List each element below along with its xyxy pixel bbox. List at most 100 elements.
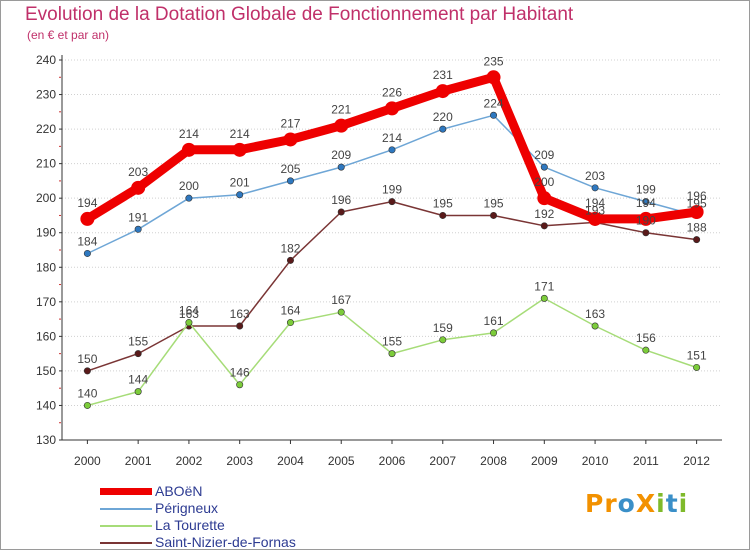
series-1-point-2011 [642, 198, 650, 206]
x-tick-label-2007: 2007 [429, 454, 456, 468]
x-tick-label-2001: 2001 [125, 454, 152, 468]
series-3-point-2001 [134, 350, 142, 358]
series-2-label-2010: 163 [585, 307, 605, 321]
series-2-point-2006 [388, 350, 396, 358]
series-1-point-2006 [388, 146, 396, 154]
series-1-label-2006: 214 [382, 131, 402, 145]
series-3-point-2011 [642, 229, 650, 237]
series-3-label-2011: 190 [636, 214, 656, 228]
logo-letter-6: i [678, 489, 689, 518]
series-1-label-2000: 184 [77, 234, 97, 248]
logo-letter-3: X [635, 489, 657, 518]
series-0-point-2006 [385, 101, 399, 116]
series-0-label-2006: 226 [382, 85, 402, 99]
series-2-label-2003: 146 [230, 366, 250, 380]
series-2-label-2000: 140 [77, 386, 97, 400]
series-0-point-2003 [232, 142, 247, 157]
series-0-label-2000: 194 [77, 196, 97, 210]
series-2-point-2001 [134, 388, 142, 396]
x-tick-label-2003: 2003 [226, 454, 253, 468]
series-3-label-2007: 195 [433, 196, 453, 210]
series-0-point-2000 [80, 211, 95, 226]
y-tick-label-170: 170 [36, 295, 56, 309]
series-1-label-2001: 191 [128, 210, 148, 224]
series-2-point-2010 [591, 322, 599, 330]
series-2-point-2007 [439, 336, 447, 344]
series-3-label-2002: 163 [179, 307, 199, 321]
series-3-label-2005: 196 [331, 193, 351, 207]
series-1-label-2003: 201 [230, 176, 250, 190]
y-tick-label-220: 220 [36, 122, 56, 136]
series-2-point-2004 [286, 319, 294, 327]
x-tick-label-2002: 2002 [176, 454, 203, 468]
series-1-label-2007: 220 [433, 110, 453, 124]
series-1-label-2011: 199 [636, 183, 656, 197]
series-0-label-2010: 194 [585, 196, 605, 210]
y-tick-label-230: 230 [36, 88, 56, 102]
series-1-point-2007 [439, 125, 447, 133]
series-2-point-2000 [83, 401, 91, 409]
y-tick-label-140: 140 [36, 398, 56, 412]
logo-letter-0: P [585, 489, 605, 518]
series-2-label-2001: 144 [128, 373, 148, 387]
y-tick-label-180: 180 [36, 260, 56, 274]
series-2-label-2004: 164 [280, 304, 300, 318]
legend-label-aboen: ABOëN [155, 483, 203, 499]
series-2-point-2003 [236, 381, 244, 389]
series-3-point-2009 [540, 222, 548, 230]
logo-letter-4: i [656, 489, 666, 518]
series-3-point-2007 [439, 211, 447, 219]
series-1-label-2005: 209 [331, 148, 351, 162]
series-1-point-2005 [337, 163, 345, 171]
series-0-point-2011 [638, 211, 653, 226]
series-0-point-2009 [537, 191, 552, 206]
x-tick-label-2000: 2000 [74, 454, 101, 468]
series-2-label-2009: 171 [534, 279, 554, 293]
legend-swatch-saint-nizier [100, 542, 152, 544]
series-2-point-2009 [540, 294, 548, 302]
series-0-label-2005: 221 [331, 103, 351, 117]
series-3-point-2005 [337, 208, 345, 216]
series-2-point-2005 [337, 308, 345, 316]
series-0-label-2002: 214 [179, 127, 199, 141]
series-1-label-2012: 195 [687, 196, 707, 210]
series-2-point-2008 [490, 329, 498, 337]
series-0-point-2007 [435, 84, 450, 99]
series-0-label-2008: 235 [484, 54, 504, 68]
y-tick-label-160: 160 [36, 329, 56, 343]
chart-subtitle: (en € et par an) [27, 28, 110, 42]
series-1-point-2010 [591, 184, 599, 192]
series-3-point-2003 [236, 322, 244, 330]
legend-swatch-aboen [100, 488, 152, 495]
series-2-point-2002 [185, 319, 193, 327]
series-1-point-2009 [540, 163, 548, 171]
y-tick-label-200: 200 [36, 191, 56, 205]
series-0-label-2009: 200 [534, 175, 554, 189]
series-0-label-2011: 194 [636, 196, 656, 210]
series-3-point-2006 [388, 198, 396, 206]
chart-title: Evolution de la Dotation Globale de Fonc… [25, 4, 574, 25]
series-0-point-2010 [588, 211, 603, 226]
y-tick-label-210: 210 [36, 157, 56, 171]
legend-label-perigneux: Périgneux [155, 500, 219, 516]
logo-letter-1: r [604, 489, 618, 518]
series-1-label-2008: 224 [484, 96, 504, 110]
series-2-label-2005: 167 [331, 293, 351, 307]
x-tick-label-2012: 2012 [683, 454, 710, 468]
x-tick-label-2006: 2006 [379, 454, 406, 468]
series-1-point-2008 [490, 111, 498, 119]
series-3-label-2009: 192 [534, 207, 554, 221]
logo-letter-2: o [617, 489, 636, 518]
legend-swatch-la-tourette [100, 525, 152, 527]
series-2-label-2012: 151 [687, 348, 707, 362]
series-0-label-2007: 231 [433, 68, 453, 82]
logo-letter-5: t [665, 489, 679, 518]
x-tick-label-2005: 2005 [328, 454, 355, 468]
legend-label-saint-nizier: Saint-Nizier-de-Fornas [155, 534, 296, 550]
series-2-label-2007: 159 [433, 321, 453, 335]
x-tick-label-2004: 2004 [277, 454, 304, 468]
series-1-point-2001 [134, 225, 142, 233]
legend-label-la-tourette: La Tourette [155, 517, 225, 533]
